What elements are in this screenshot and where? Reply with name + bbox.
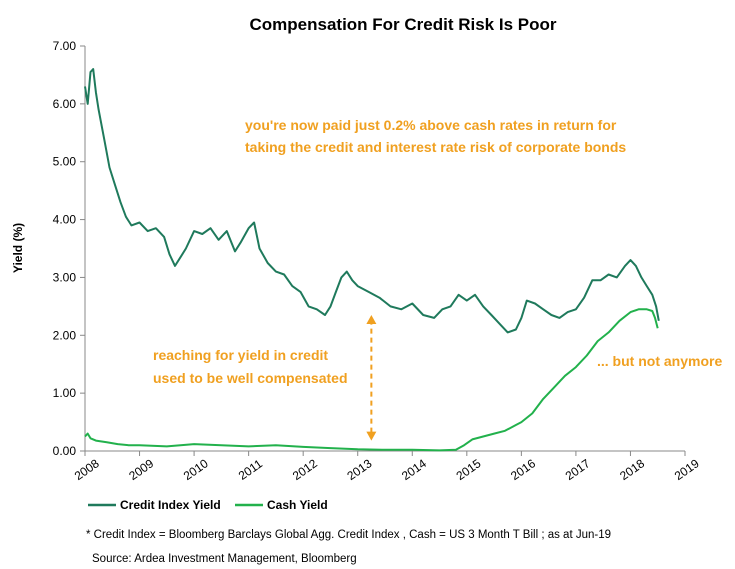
annotation-layer: you're now paid just 0.2% above cash rat… <box>153 117 722 441</box>
x-tick-label: 2010 <box>181 456 211 483</box>
series-line-credit-index-yield <box>84 68 660 334</box>
x-tick-label: 2017 <box>563 456 593 483</box>
y-tick-label: 0.00 <box>53 444 77 458</box>
x-tick-label: 2011 <box>236 456 265 482</box>
y-tick-label: 5.00 <box>53 155 77 169</box>
annotation-top-line1: you're now paid just 0.2% above cash rat… <box>245 117 617 133</box>
annotation-right: ... but not anymore <box>597 353 722 369</box>
legend-label-cash-yield: Cash Yield <box>267 498 328 512</box>
y-tick-label: 7.00 <box>53 39 77 53</box>
x-tick-label: 2008 <box>72 456 102 483</box>
annotation-arrow-head-down <box>366 431 377 441</box>
annotation-arrow-head-up <box>366 315 377 325</box>
annotation-top-line2: taking the credit and interest rate risk… <box>245 139 626 155</box>
legend: Credit Index Yield Cash Yield <box>88 498 328 512</box>
legend-label-credit-index-yield: Credit Index Yield <box>120 498 221 512</box>
y-tick-label: 2.00 <box>53 328 77 342</box>
series-line-cash-yield <box>84 308 659 452</box>
axes: 0.00 1.00 2.00 3.00 4.00 5.00 6.00 7.00 2008 2009… <box>53 39 702 483</box>
x-tick-label: 2018 <box>617 456 647 483</box>
footnote-definitions: * Credit Index = Bloomberg Barclays Glob… <box>86 529 611 541</box>
x-tick-label: 2012 <box>290 456 320 483</box>
series-layer <box>84 68 660 452</box>
x-tick-label: 2009 <box>126 456 156 483</box>
annotation-left-line1: reaching for yield in credit <box>153 347 328 363</box>
y-tick-label: 3.00 <box>53 270 77 284</box>
annotation-left-line2: used to be well compensated <box>153 370 348 386</box>
x-tick-label: 2014 <box>399 456 429 483</box>
footnote-source: Source: Ardea Investment Management, Blo… <box>92 553 357 565</box>
x-tick-label: 2015 <box>454 456 484 483</box>
chart-title: Compensation For Credit Risk Is Poor <box>250 15 557 34</box>
x-tick-label: 2016 <box>508 456 538 483</box>
y-tick-label: 4.00 <box>53 213 77 227</box>
y-tick-label: 1.00 <box>53 386 77 400</box>
x-tick-label: 2013 <box>344 456 374 483</box>
x-tick-label: 2019 <box>672 456 702 483</box>
y-tick-label: 6.00 <box>53 97 77 111</box>
y-axis-label: Yield (%) <box>11 223 25 273</box>
